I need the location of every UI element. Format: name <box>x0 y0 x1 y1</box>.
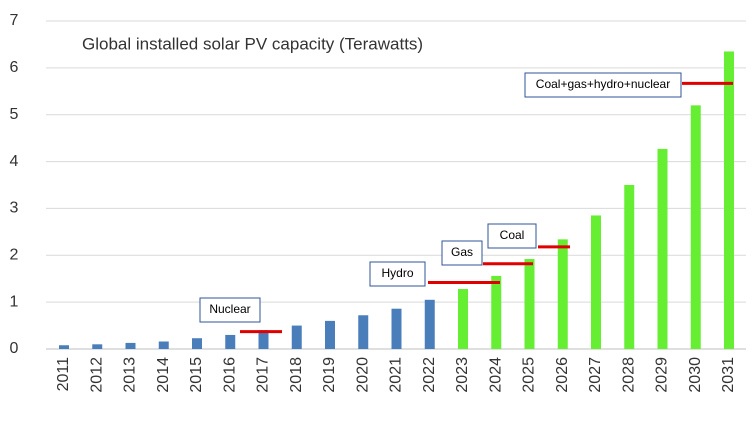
annotation-label: Hydro <box>381 266 413 280</box>
bar <box>59 345 69 349</box>
annotation-box <box>487 223 537 249</box>
bar <box>591 215 601 349</box>
bar <box>258 330 269 349</box>
y-tick-label: 4 <box>10 153 19 170</box>
bar <box>192 338 202 349</box>
annotation-label: Coal+gas+hydro+nuclear <box>536 77 670 91</box>
y-tick-label: 1 <box>10 293 19 310</box>
x-tick-label: 2016 <box>221 357 238 393</box>
y-tick-label: 3 <box>10 200 19 217</box>
bar <box>524 259 535 349</box>
bar <box>424 299 435 349</box>
bar <box>458 289 468 349</box>
bar <box>125 342 136 349</box>
x-tick-label: 2024 <box>487 357 504 393</box>
x-tick-label: 2017 <box>255 357 272 393</box>
annotation-label: Gas <box>451 245 473 259</box>
bar <box>724 51 734 349</box>
x-tick-label: 2022 <box>421 357 438 393</box>
bar <box>557 239 568 349</box>
bar <box>624 185 635 349</box>
x-tick-label: 2026 <box>554 357 571 393</box>
y-tick-label: 5 <box>10 106 19 123</box>
y-tick-label: 0 <box>10 340 19 357</box>
bar <box>358 315 369 349</box>
x-tick-label: 2012 <box>88 357 105 393</box>
chart-title: Global installed solar PV capacity (Tera… <box>82 34 423 53</box>
bar <box>391 308 402 349</box>
annotation-box <box>199 297 261 323</box>
x-tick-label: 2013 <box>122 357 139 393</box>
y-tick-label: 7 <box>10 12 19 29</box>
x-tick-label: 2020 <box>354 357 371 393</box>
bar <box>291 325 302 349</box>
annotation-label: Nuclear <box>209 302 250 316</box>
x-tick-label: 2025 <box>521 357 538 393</box>
bar <box>690 105 701 349</box>
x-tick-label: 2029 <box>654 357 671 393</box>
x-tick-label: 2019 <box>321 357 338 393</box>
x-tick-label: 2021 <box>388 357 405 393</box>
annotation-label: Coal <box>500 228 525 242</box>
y-tick-label: 6 <box>10 59 19 76</box>
bar <box>225 334 236 349</box>
x-tick-label: 2015 <box>188 357 205 393</box>
bar <box>158 341 169 349</box>
bar <box>325 320 335 349</box>
x-tick-label: 2027 <box>587 357 604 393</box>
x-tick-label: 2018 <box>288 357 305 393</box>
bar <box>491 275 502 349</box>
x-tick-label: 2023 <box>454 357 471 393</box>
annotation-box <box>441 240 483 266</box>
x-tick-label: 2031 <box>720 357 737 393</box>
x-tick-label: 2028 <box>620 357 637 393</box>
x-tick-label: 2014 <box>155 357 172 393</box>
bar <box>92 344 103 349</box>
x-tick-label: 2030 <box>687 357 704 393</box>
x-tick-label: 2011 <box>55 357 72 392</box>
annotation-box <box>524 72 682 98</box>
bar <box>657 148 668 349</box>
annotation-box <box>369 261 426 287</box>
y-tick-label: 2 <box>10 247 19 264</box>
